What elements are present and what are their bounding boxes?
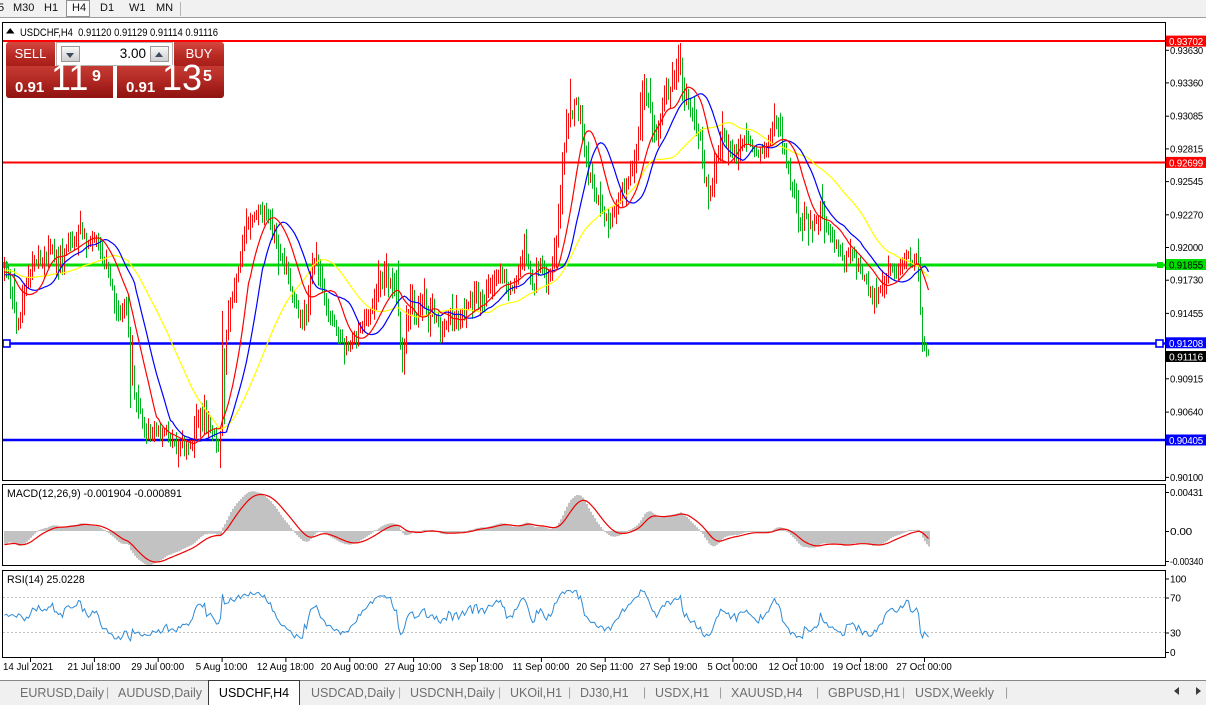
svg-text:12 Oct 10:00: 12 Oct 10:00 — [769, 662, 825, 673]
svg-text:30: 30 — [1170, 629, 1181, 640]
svg-text:27 Oct 00:00: 27 Oct 00:00 — [896, 662, 952, 673]
svg-text:0.92815: 0.92815 — [1170, 144, 1204, 155]
svg-text:12 Aug 18:00: 12 Aug 18:00 — [257, 662, 315, 673]
svg-text:-0.00340: -0.00340 — [1170, 557, 1204, 568]
svg-text:0.93630: 0.93630 — [1170, 46, 1204, 57]
svg-text:RSI(14) 25.0228: RSI(14) 25.0228 — [7, 574, 85, 586]
svg-text:21 Jul 18:00: 21 Jul 18:00 — [68, 662, 121, 673]
svg-text:11 Sep 00:00: 11 Sep 00:00 — [512, 662, 570, 673]
svg-text:27 Aug 10:00: 27 Aug 10:00 — [385, 662, 443, 673]
svg-text:0.90100: 0.90100 — [1170, 473, 1204, 484]
svg-text:0.93085: 0.93085 — [1170, 112, 1204, 123]
svg-text:0.93702: 0.93702 — [1169, 37, 1204, 48]
svg-text:70: 70 — [1170, 594, 1181, 605]
svg-text:29 Jul 00:00: 29 Jul 00:00 — [131, 662, 184, 673]
svg-text:3 Sep 18:00: 3 Sep 18:00 — [451, 662, 504, 673]
svg-text:0.92545: 0.92545 — [1170, 177, 1204, 188]
svg-text:20 Sep 11:00: 20 Sep 11:00 — [576, 662, 634, 673]
svg-text:0.90915: 0.90915 — [1170, 374, 1204, 385]
svg-text:0.91116: 0.91116 — [1169, 353, 1204, 364]
svg-text:0.93360: 0.93360 — [1170, 78, 1204, 89]
svg-text:USDCHF,H4 0.91120 0.91129 0.9: USDCHF,H4 0.91120 0.91129 0.91114 0.9111… — [20, 27, 218, 39]
svg-text:0.92699: 0.92699 — [1169, 158, 1204, 169]
svg-text:0.90640: 0.90640 — [1170, 408, 1204, 419]
svg-text:20 Aug 00:00: 20 Aug 00:00 — [321, 662, 379, 673]
svg-text:0.90405: 0.90405 — [1169, 436, 1204, 447]
svg-text:0.91455: 0.91455 — [1170, 309, 1204, 320]
svg-text:0: 0 — [1170, 648, 1176, 659]
svg-text:0.00431: 0.00431 — [1170, 488, 1204, 499]
svg-text:5 Oct 00:00: 5 Oct 00:00 — [707, 662, 758, 673]
svg-text:0.92000: 0.92000 — [1170, 243, 1204, 254]
svg-text:0.92270: 0.92270 — [1170, 210, 1204, 221]
svg-text:0.00: 0.00 — [1170, 527, 1193, 538]
svg-text:19 Oct 18:00: 19 Oct 18:00 — [832, 662, 888, 673]
svg-text:5 Aug 10:00: 5 Aug 10:00 — [196, 662, 248, 673]
svg-text:27 Sep 19:00: 27 Sep 19:00 — [640, 662, 698, 673]
svg-text:14 Jul 2021: 14 Jul 2021 — [3, 662, 53, 673]
svg-text:100: 100 — [1170, 575, 1187, 586]
svg-text:0.91208: 0.91208 — [1169, 339, 1204, 350]
svg-text:MACD(12,26,9) -0.001904 -0.000: MACD(12,26,9) -0.001904 -0.000891 — [7, 488, 182, 500]
svg-text:0.91730: 0.91730 — [1170, 276, 1204, 287]
svg-text:0.91855: 0.91855 — [1169, 261, 1204, 272]
